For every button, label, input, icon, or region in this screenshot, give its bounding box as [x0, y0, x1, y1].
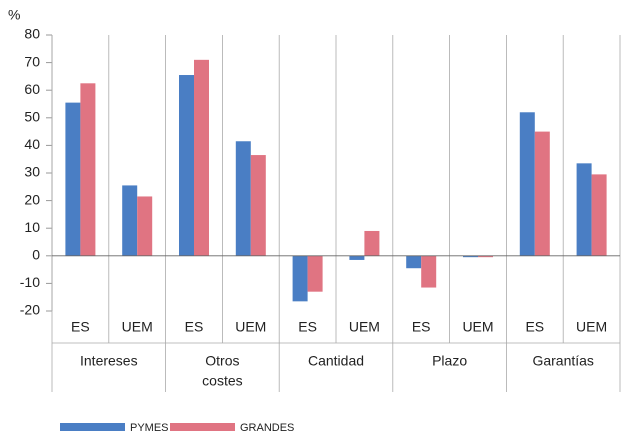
x-tick-label: ES: [185, 319, 204, 335]
group-label: Plazo: [432, 353, 467, 369]
x-tick-label: UEM: [122, 319, 153, 335]
bar: [591, 174, 607, 256]
legend-label: GRANDES: [240, 422, 294, 434]
x-tick-label: UEM: [462, 319, 493, 335]
legend-swatch: [170, 423, 235, 431]
x-tick-label: UEM: [349, 319, 380, 335]
y-tick-label: 50: [24, 109, 40, 125]
bar: [349, 255, 365, 260]
x-tick-label: ES: [298, 319, 317, 335]
y-tick-label: 70: [24, 53, 40, 69]
bar: [292, 255, 308, 302]
y-tick-label: 10: [24, 219, 40, 235]
bar: [80, 83, 96, 256]
bar: [235, 141, 251, 256]
x-tick-label: ES: [71, 319, 90, 335]
bar: [122, 185, 138, 256]
group-label: Intereses: [80, 353, 138, 369]
x-tick-label: UEM: [576, 319, 607, 335]
y-tick-label: 40: [24, 136, 40, 152]
group-label: Garantías: [532, 353, 593, 369]
y-tick-label: 30: [24, 164, 40, 180]
bar: [307, 255, 323, 292]
x-tick-label: UEM: [235, 319, 266, 335]
x-tick-label: ES: [525, 319, 544, 335]
bar: [179, 75, 194, 256]
group-label: Cantidad: [308, 353, 364, 369]
bar: [463, 255, 478, 258]
y-tick-label: 0: [32, 247, 40, 263]
y-tick-label: -10: [20, 274, 40, 290]
bar: [65, 102, 81, 256]
bar: [364, 230, 380, 256]
group-label: Otros: [205, 353, 239, 369]
y-tick-label: 20: [24, 191, 40, 207]
bar: [250, 155, 266, 256]
legend-label: PYMES: [130, 422, 169, 434]
y-tick-label: -20: [20, 302, 40, 318]
bar: [534, 131, 550, 256]
bar: [406, 255, 422, 269]
y-tick-label: 60: [24, 81, 40, 97]
bar: [478, 255, 493, 258]
bar: [137, 196, 153, 256]
bar: [519, 112, 535, 256]
bar: [194, 59, 209, 256]
bar: [576, 163, 592, 256]
x-tick-label: ES: [412, 319, 431, 335]
bar: [421, 255, 437, 288]
legend-swatch: [60, 423, 125, 431]
unit-label: %: [8, 7, 20, 23]
group-label: costes: [202, 373, 242, 389]
y-tick-label: 80: [24, 26, 40, 42]
